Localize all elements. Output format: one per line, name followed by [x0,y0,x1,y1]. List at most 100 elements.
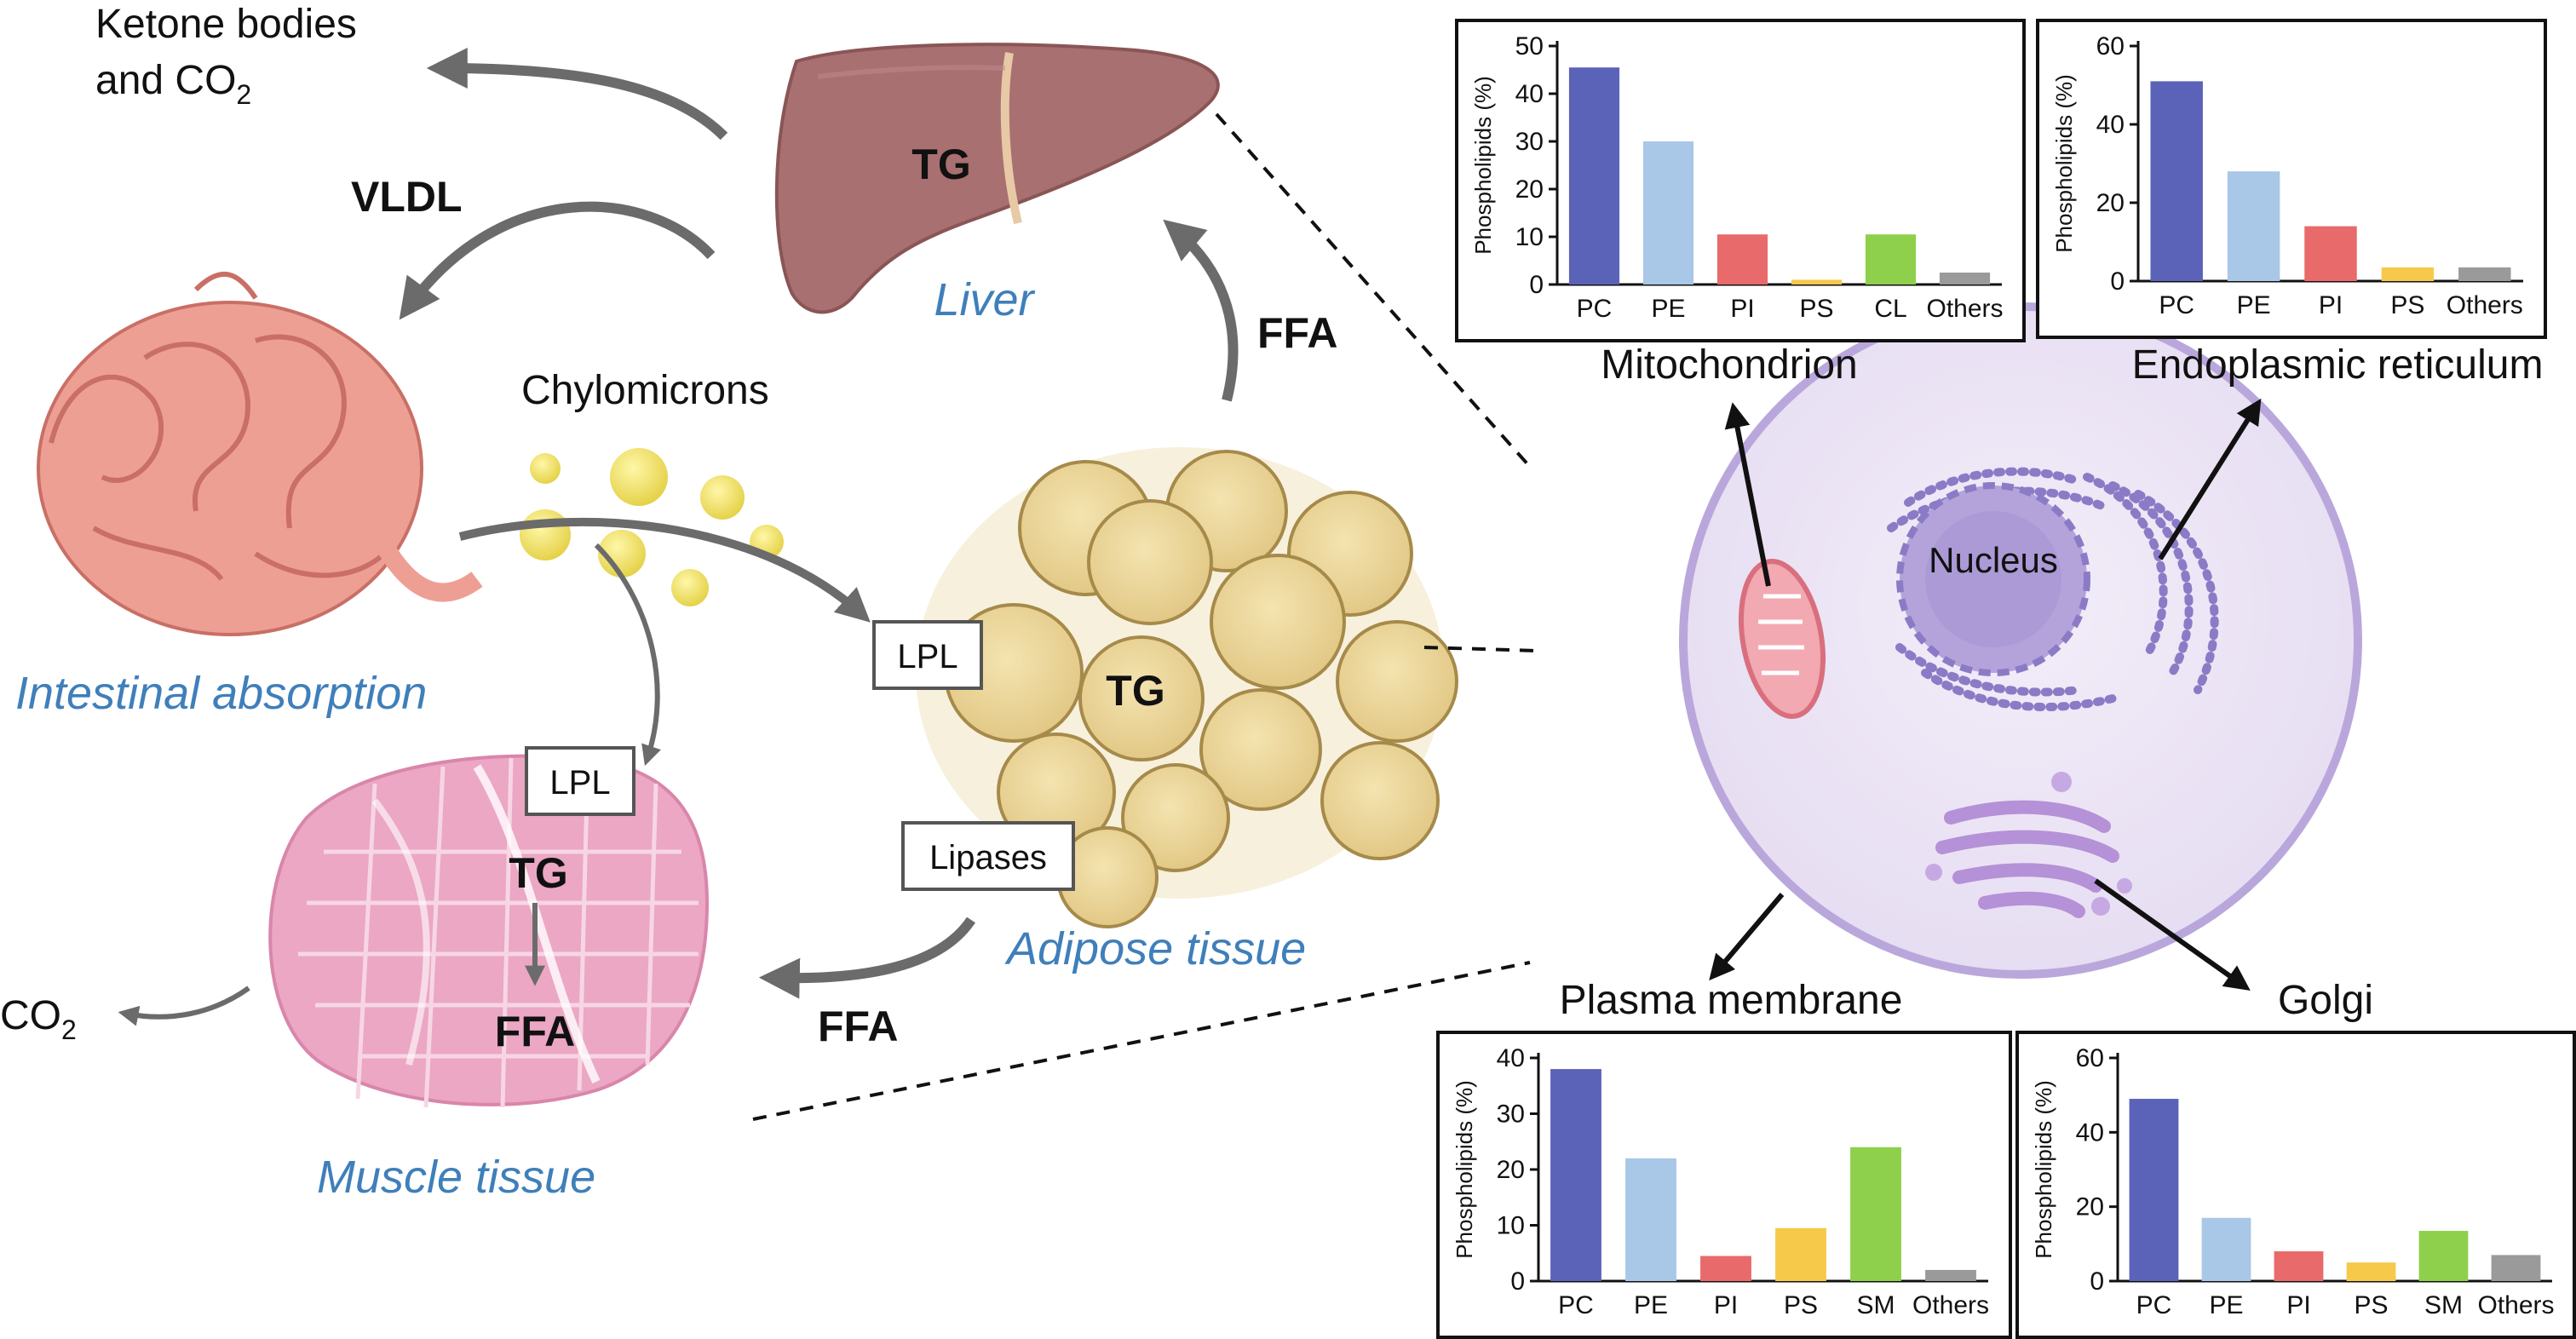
bar-pc [1550,1069,1601,1281]
chart-title-er: Endoplasmic reticulum [2132,342,2544,388]
adipose-tg-label: TG [1106,667,1164,715]
y-tick-label: 40 [1497,1044,1525,1072]
chart-title-golgi: Golgi [2278,978,2373,1023]
y-tick-label: 30 [1497,1101,1525,1129]
bar-pi [1700,1256,1751,1281]
bar-ps [2346,1262,2396,1281]
muscle-ffa-label: FFA [495,1008,575,1055]
bar-cl [1865,234,1917,284]
arrow-liver-to-ketone [426,48,728,141]
bar-pc [1568,67,1620,284]
x-tick-label: CL [1874,295,1906,323]
y-tick-label: 50 [1515,32,1544,60]
lpl-muscle-box [525,746,635,816]
bar-others [1939,273,1991,284]
x-tick-label: PE [1651,295,1685,323]
golgi-vesicles [1925,772,2132,916]
ffa-top-label: FFA [1257,309,1337,357]
bar-ps [1775,1227,1826,1281]
x-tick-label: PC [1577,295,1613,323]
bar-pi [2274,1251,2324,1281]
bar-pe [2201,1217,2251,1281]
lpl-muscle-label: LPL [549,764,610,802]
y-tick-label: 40 [2096,111,2125,139]
y-tick-label: 10 [1497,1212,1525,1240]
bar-pi [2304,226,2357,281]
y-tick-label: 0 [2110,267,2125,296]
x-tick-label: PE [2237,291,2271,319]
chylomicrons-label: Chylomicrons [521,368,769,413]
intestine-illustration [37,272,483,636]
chart-svg: Phospholipids (%) 0 20 40 60 PC PE PI PS SM Others [2031,1044,2555,1319]
ketone-label-line2: and CO2 [95,58,251,110]
bar-others [2491,1255,2541,1281]
liver-tg-label: TG [911,141,970,188]
x-tick-label: SM [1857,1291,1895,1319]
bar-pc [2129,1099,2179,1281]
y-tick-label: 0 [2090,1267,2104,1296]
vldl-label: VLDL [351,173,463,221]
arrow-to-mitochondrion-chart [1724,402,1771,587]
chart-golgi: Phospholipids (%) 0 20 40 60 PC PE PI PS SM Others [2015,1031,2576,1339]
x-tick-label: PI [1714,1291,1738,1319]
arrow-muscle-to-co2 [118,986,250,1026]
bar-ps [1791,279,1843,284]
bar-pe [1642,141,1694,284]
arrow-chylo-to-adipose [458,517,871,623]
y-axis-label: Phospholipids (%) [2031,1080,2056,1259]
x-tick-label: PC [1558,1291,1594,1319]
arrow-to-plasma-chart [1709,893,1785,981]
bar-pe [1625,1158,1676,1281]
arrow-chylo-to-muscle [594,543,661,767]
y-tick-label: 60 [2096,32,2125,60]
lipases-label: Lipases [929,839,1047,876]
y-tick-label: 60 [2076,1044,2104,1072]
lipases-box [901,821,1075,891]
x-tick-label: SM [2424,1291,2463,1319]
x-tick-label: PI [2319,291,2343,319]
y-tick-label: 20 [2076,1193,2104,1221]
chart-svg: Phospholipids (%) 0 20 40 60 PC PE PI PS Others [2051,32,2523,319]
bar-pe [2227,171,2280,281]
zoom-dashed-lines [752,112,1539,1121]
y-axis-label: Phospholipids (%) [1470,76,1496,255]
bar-others [1925,1269,1976,1281]
x-tick-label: PS [1799,295,1833,323]
x-tick-label: Others [1926,295,2003,323]
chylomicron-droplets [520,448,784,606]
arrow-adipose-to-muscle [758,917,975,999]
adipose-illustration [916,447,1458,928]
ffa-bottom-label: FFA [818,1003,898,1050]
golgi-organelle [1935,800,2119,918]
muscle-label: Muscle tissue [317,1152,595,1203]
chart-title-mitochondrion: Mitochondrion [1601,342,1858,388]
bar-others [2458,267,2511,281]
x-tick-label: PC [2136,1291,2172,1319]
y-tick-label: 0 [1529,271,1544,299]
mitochondrion-organelle [1738,559,1826,719]
y-tick-label: 40 [1515,80,1544,108]
y-tick-label: 20 [1515,175,1544,204]
liver-label: Liver [934,274,1035,325]
x-tick-label: Others [2447,291,2523,319]
y-tick-label: 40 [2076,1118,2104,1146]
lpl-adipose-label: LPL [897,638,957,675]
arrow-to-golgi-chart [2094,878,2251,991]
ketone-label-line1: Ketone bodies [95,2,357,47]
arrow-liver-to-intestine [399,201,716,320]
x-tick-label: PS [1784,1291,1818,1319]
y-tick-label: 20 [1497,1156,1525,1184]
x-tick-label: PS [2390,291,2424,319]
y-tick-label: 20 [2096,189,2125,217]
arrow-to-er-chart [2158,398,2262,560]
x-tick-label: Others [1912,1291,1989,1319]
lpl-adipose-box [872,620,983,690]
intestinal-label: Intestinal absorption [15,668,427,719]
chart-plasma: Phospholipids (%) 0 10 20 30 40 PC PE PI PS SM Othe… [1436,1031,2012,1339]
x-tick-label: PC [2159,291,2194,319]
adipose-label: Adipose tissue [1004,923,1306,974]
y-tick-label: 30 [1515,128,1544,156]
liver-illustration [774,43,1220,314]
x-tick-label: PS [2354,1291,2388,1319]
bar-pi [1716,234,1768,284]
